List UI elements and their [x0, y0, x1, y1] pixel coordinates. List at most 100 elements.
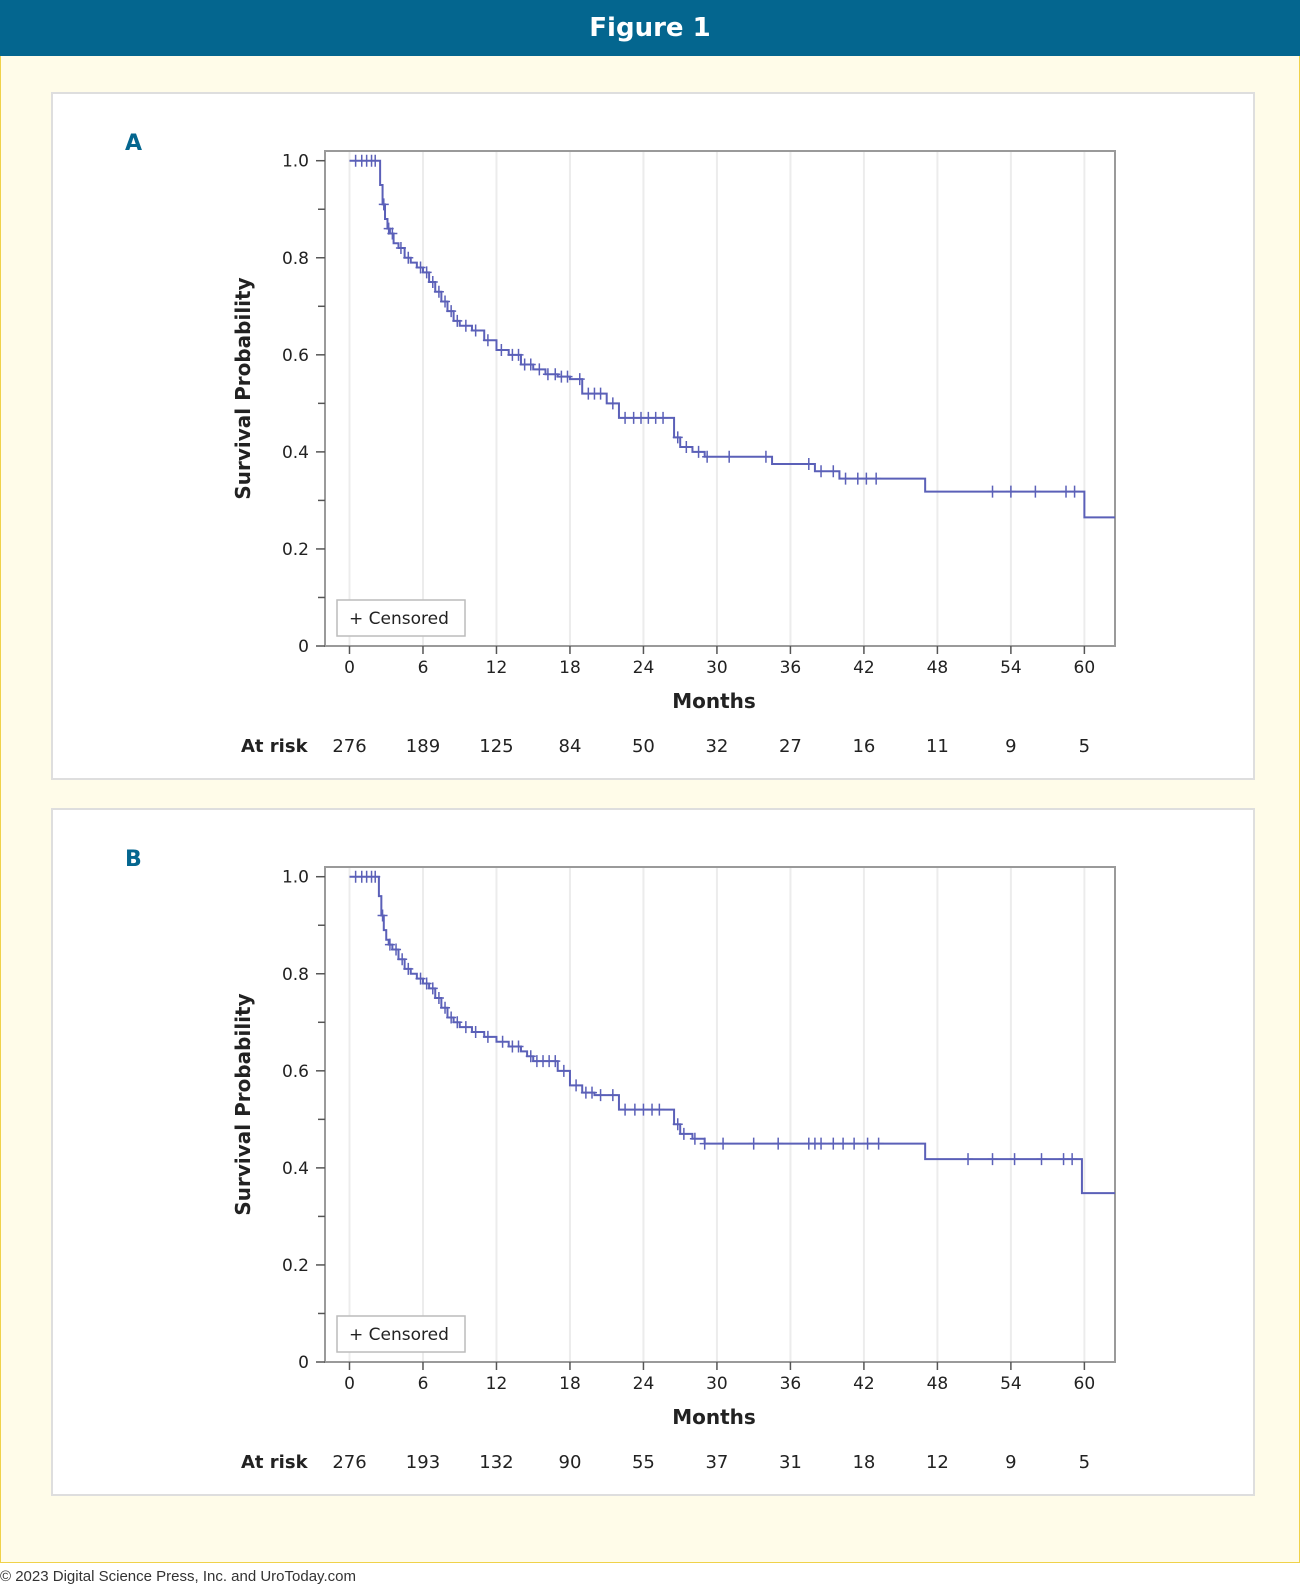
censor-mark: [550, 368, 561, 381]
y-tick-label: 1.0: [282, 152, 309, 172]
x-tick-label: 60: [1074, 1374, 1096, 1394]
x-tick-label: 24: [633, 1374, 655, 1394]
plot-area-border: [324, 866, 1116, 1363]
at-risk-count: 276: [332, 1452, 366, 1473]
censor-mark: [678, 1127, 689, 1140]
censor-mark: [620, 1103, 631, 1116]
panel-label: B: [125, 847, 142, 872]
x-tick-label: 30: [706, 1374, 728, 1394]
censor-mark: [828, 1137, 839, 1150]
km-chart-a: A 0 0.2 0.4 0.6 0.8 1.0 0 6 12 18 24 30 36 42 48 54 60 Mon…: [125, 131, 1116, 757]
y-axis-title: Survival Probability: [231, 277, 255, 499]
censor-mark: [607, 397, 618, 410]
censor-mark: [748, 1137, 759, 1150]
x-tick-label: 36: [780, 1374, 802, 1394]
censor-mark: [595, 1089, 606, 1102]
y-tick-label: 0.4: [282, 443, 309, 463]
copyright-footer: © 2023 Digital Science Press, Inc. and U…: [0, 1568, 356, 1585]
censor-mark: [525, 1050, 536, 1063]
censor-mark: [1005, 485, 1016, 498]
censor-mark: [378, 198, 389, 211]
censor-mark: [595, 387, 606, 400]
censor-mark: [403, 962, 414, 975]
at-risk-count: 193: [406, 1452, 440, 1473]
censor-mark: [534, 363, 545, 376]
at-risk-count: 9: [1005, 1452, 1016, 1473]
at-risk-count: 50: [632, 736, 655, 757]
x-tick-label: 0: [344, 1374, 355, 1394]
y-tick-label: 0.8: [282, 965, 309, 985]
censor-mark: [828, 465, 839, 478]
at-risk-count: 5: [1079, 1452, 1090, 1473]
y-tick-label: 0.2: [282, 1256, 309, 1276]
censor-mark: [446, 305, 457, 318]
censor-mark: [403, 251, 414, 264]
x-tick-label: 48: [927, 1374, 949, 1394]
at-risk-count: 11: [926, 736, 949, 757]
x-tick-label: 54: [1000, 1374, 1022, 1394]
censor-mark: [513, 348, 524, 361]
censor-mark: [562, 370, 573, 383]
censor-mark: [840, 472, 851, 485]
censor-mark: [816, 1137, 827, 1150]
censor-mark: [861, 472, 872, 485]
censor-mark: [654, 1103, 665, 1116]
censor-mark: [482, 334, 493, 347]
censor-mark: [497, 1035, 508, 1048]
censor-mark: [773, 1137, 784, 1150]
x-tick-label: 6: [418, 1374, 429, 1394]
y-tick-label: 0.2: [282, 540, 309, 560]
censor-mark: [838, 1137, 849, 1150]
censor-mark: [391, 943, 402, 956]
censor-mark: [421, 977, 432, 990]
at-risk-count: 55: [632, 1452, 655, 1473]
censor-mark: [1067, 1153, 1078, 1166]
x-tick-label: 6: [418, 658, 429, 678]
at-risk-label: At risk: [241, 736, 309, 757]
x-axis-title: Months: [672, 1405, 756, 1429]
x-axis-title: Months: [672, 689, 756, 713]
censor-mark: [397, 953, 408, 966]
at-risk-count: 16: [852, 736, 875, 757]
censor-mark: [433, 285, 444, 298]
x-tick-label: 42: [853, 1374, 875, 1394]
at-risk-count: 84: [559, 736, 582, 757]
figure-title: Figure 1: [589, 13, 711, 43]
censor-mark: [702, 450, 713, 463]
censor-mark: [415, 261, 426, 274]
censor-mark: [760, 450, 771, 463]
y-tick-label: 0.8: [282, 249, 309, 269]
plot-area-border: [324, 150, 1116, 647]
panel-b: B 0 0.2 0.4 0.6 0.8 1.0 0 6 12 18 24 30 36 42 48 54 60 Mon…: [51, 808, 1255, 1496]
censor-mark: [987, 1153, 998, 1166]
censor-mark: [482, 1030, 493, 1043]
censor-mark: [693, 445, 704, 458]
censor-mark: [574, 373, 585, 386]
x-tick-label: 60: [1074, 658, 1096, 678]
at-risk-label: At risk: [241, 1452, 309, 1473]
x-tick-label: 42: [853, 658, 875, 678]
censor-mark: [1036, 1153, 1047, 1166]
censor-mark: [558, 1064, 569, 1077]
censor-mark: [658, 411, 669, 424]
censor-mark: [525, 358, 536, 371]
censor-mark: [672, 431, 683, 444]
at-risk-count: 132: [479, 1452, 513, 1473]
censor-mark: [871, 472, 882, 485]
censor-mark: [571, 1079, 582, 1092]
censor-mark: [638, 1103, 649, 1116]
censor-mark: [460, 319, 471, 332]
censor-mark: [1061, 485, 1072, 498]
censor-mark: [370, 154, 381, 167]
censor-mark: [550, 1055, 561, 1068]
x-tick-label: 54: [1000, 658, 1022, 678]
at-risk-count: 9: [1005, 736, 1016, 757]
at-risk-count: 125: [479, 736, 513, 757]
censor-mark: [470, 1026, 481, 1038]
legend-box: [336, 1315, 466, 1353]
legend-box: [336, 599, 466, 637]
censor-mark: [427, 276, 438, 289]
censor-mark: [395, 242, 406, 255]
at-risk-count: 18: [852, 1452, 875, 1473]
x-tick-label: 0: [344, 658, 355, 678]
